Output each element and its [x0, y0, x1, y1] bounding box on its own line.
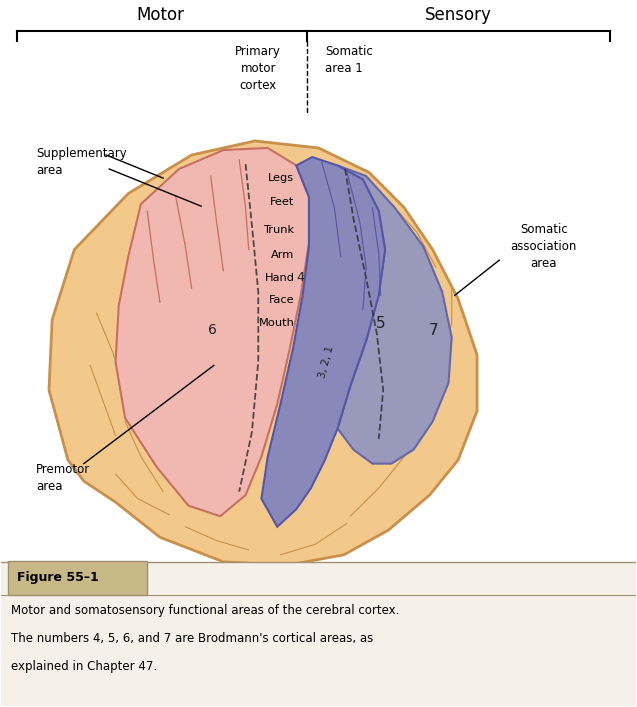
Text: Hand: Hand — [264, 273, 294, 283]
Text: Trunk: Trunk — [263, 225, 294, 235]
Text: Legs: Legs — [268, 173, 294, 183]
Text: Motor: Motor — [136, 6, 184, 24]
FancyBboxPatch shape — [1, 562, 636, 706]
Text: Figure 55–1: Figure 55–1 — [17, 571, 99, 585]
Text: 3, 2, 1: 3, 2, 1 — [317, 344, 335, 379]
Text: Supplementary
area: Supplementary area — [36, 147, 127, 177]
Text: explained in Chapter 47.: explained in Chapter 47. — [11, 660, 157, 673]
Polygon shape — [261, 157, 385, 527]
Text: Sensory: Sensory — [425, 6, 492, 24]
Text: Somatic
association
area: Somatic association area — [510, 223, 577, 269]
Text: Face: Face — [269, 295, 294, 305]
Polygon shape — [338, 165, 452, 464]
Text: Feet: Feet — [270, 197, 294, 207]
Polygon shape — [49, 141, 477, 566]
Text: The numbers 4, 5, 6, and 7 are Brodmann's cortical areas, as: The numbers 4, 5, 6, and 7 are Brodmann'… — [11, 632, 373, 645]
Text: Motor and somatosensory functional areas of the cerebral cortex.: Motor and somatosensory functional areas… — [11, 604, 399, 617]
Polygon shape — [115, 148, 309, 516]
Text: 4: 4 — [297, 271, 304, 284]
Text: 6: 6 — [208, 323, 217, 337]
Text: Premotor
area: Premotor area — [36, 462, 90, 493]
Text: 7: 7 — [429, 323, 439, 338]
Text: Primary
motor
cortex: Primary motor cortex — [235, 45, 281, 92]
Text: Arm: Arm — [271, 250, 294, 260]
Text: Mouth: Mouth — [259, 317, 294, 327]
Text: 5: 5 — [376, 316, 385, 331]
Text: Somatic
area 1: Somatic area 1 — [325, 45, 373, 75]
FancyBboxPatch shape — [8, 561, 147, 595]
